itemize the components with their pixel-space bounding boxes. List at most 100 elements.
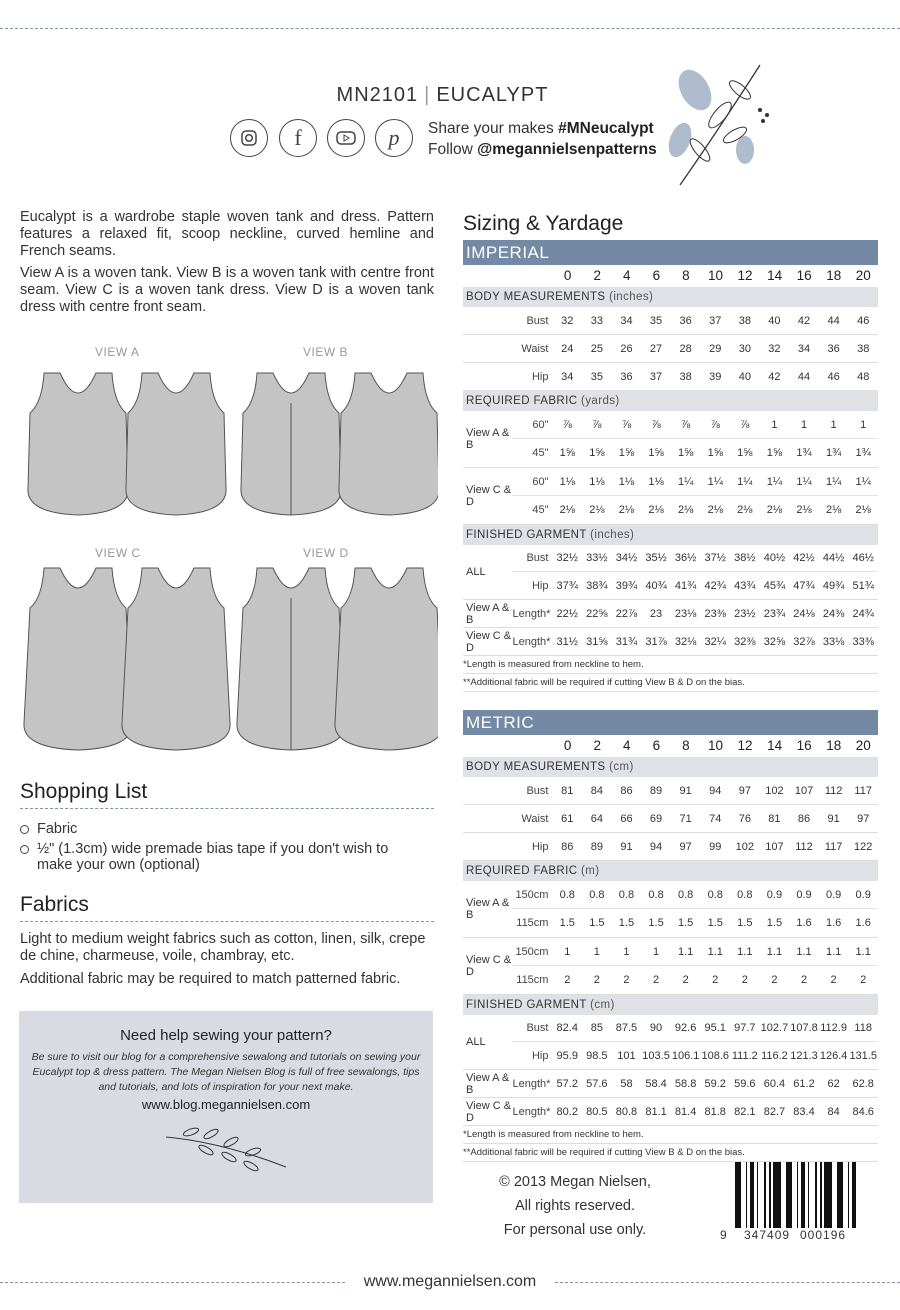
table-cell: 31½ — [556, 635, 578, 648]
view-b-back — [338, 372, 438, 516]
table-cell: 99 — [709, 840, 722, 853]
table-cell: 23⅜ — [704, 607, 726, 620]
barcode-bar — [801, 1162, 804, 1228]
section-title: FINISHED GARMENT — [466, 529, 587, 541]
section-unit: (inches) — [590, 529, 635, 541]
table-cell: 80.5 — [586, 1105, 608, 1118]
table-cell: 32⅞ — [793, 635, 815, 648]
blog-link[interactable]: www.blog.megannielsen.com — [141, 1097, 311, 1112]
copyright: © 2013 Megan Nielsen, All rights reserved… — [499, 1174, 651, 1238]
table-cell: 1¾ — [825, 447, 842, 459]
table-cell: 57.2 — [556, 1077, 578, 1090]
table-cell: 36 — [679, 314, 692, 327]
table-cell: 1.5 — [707, 917, 723, 929]
table-cell: 38 — [857, 342, 870, 355]
table-cell: 30 — [738, 342, 751, 355]
row-group: Hip 34 35 36 37 38 39 40 42 44 46 48 — [463, 363, 878, 391]
size-label: 20 — [855, 738, 871, 753]
table-cell: 1¼ — [796, 475, 812, 488]
table-cell: 92.6 — [674, 1022, 697, 1034]
size-label: 12 — [737, 268, 753, 283]
table-cell: 45¾ — [763, 579, 786, 592]
group-rows: Length* 22½ 22⅝ 22⅞ 23 23⅛ 23⅜ 23½ 23¾ 24⅛ 24⅜ 24¾ — [512, 600, 878, 627]
table-cell: 2⅛ — [825, 504, 842, 516]
table-cell: 1 — [593, 945, 600, 958]
table-note: **Additional fabric will be required if … — [463, 674, 878, 692]
row-label: 60" — [532, 475, 549, 488]
table-cell: 46½ — [852, 552, 874, 564]
table-row: 150cm 0.8 0.8 0.8 0.8 0.8 0.8 0.8 0.9 0.9 0.9 0.9 — [512, 881, 878, 909]
row-label: Bust — [526, 784, 549, 797]
table-cell: 95.9 — [556, 1049, 578, 1062]
table-cell: 81.4 — [674, 1105, 697, 1118]
section-title: BODY MEASUREMENTS — [466, 291, 606, 303]
table-note: *Length is measured from neckline to hem… — [463, 1126, 878, 1144]
table-cell: 34 — [620, 314, 633, 327]
table-cell: 62 — [827, 1077, 840, 1090]
size-label: 18 — [826, 738, 842, 753]
table-row: 45" 1⅝ 1⅝ 1⅝ 1⅝ 1⅝ 1⅝ 1⅝ 1⅝ 1¾ 1¾ 1¾ — [512, 439, 878, 467]
table-cell: 36 — [827, 342, 840, 355]
table-cell: 42¾ — [704, 579, 726, 592]
table-cell: 2 — [771, 974, 778, 986]
barcode-bar — [778, 1162, 781, 1228]
table-cell: 2⅛ — [677, 504, 694, 516]
youtube-icon[interactable] — [327, 119, 365, 157]
table-cell: 46 — [827, 370, 840, 383]
table-cell: 0.8 — [618, 888, 635, 901]
table-cell: 1 — [860, 418, 867, 431]
table-cell: 37½ — [704, 552, 726, 564]
footer-url[interactable]: www.megannielsen.com — [0, 1273, 900, 1291]
table-cell: 2⅛ — [618, 504, 635, 516]
table-cell: 116.2 — [761, 1049, 788, 1062]
group-rows: Length* 57.2 57.6 58 58.4 58.8 59.2 59.6 60.4 61.… — [512, 1070, 878, 1097]
table-title: METRIC — [463, 710, 878, 735]
table-row: Hip 95.9 98.5 101 103.5 106.1 108.6 111.2 116.2 1… — [512, 1042, 878, 1069]
group-rows: Hip 86 89 91 94 97 99 102 107 112 117 122 — [512, 833, 878, 860]
bottom-dashed-border — [555, 1282, 900, 1283]
fabrics-heading: Fabrics — [20, 893, 89, 916]
table-row: 115cm 2 2 2 2 2 2 2 2 2 2 2 — [512, 966, 878, 994]
table-cell: 97 — [857, 812, 870, 825]
group-label — [463, 805, 512, 832]
size-label: 10 — [707, 268, 723, 283]
garment-illustrations — [23, 372, 438, 751]
facebook-icon[interactable]: f — [279, 119, 317, 157]
table-cell: 2 — [830, 974, 837, 986]
barcode-bar — [789, 1162, 792, 1228]
bullet-icon — [20, 825, 29, 834]
barcode-bar — [820, 1162, 822, 1228]
table-cell: 86 — [620, 784, 633, 797]
barcode-bar — [848, 1162, 849, 1228]
table-cell: 0.8 — [707, 888, 723, 901]
table-cell: 57.6 — [586, 1077, 608, 1090]
row-group: View C & D Length* 80.2 80.5 80.8 81.1 81.4 81.… — [463, 1098, 878, 1126]
table-cell: 25 — [590, 342, 603, 355]
table-cell: 112.9 — [820, 1022, 847, 1034]
row-group: Bust 32 33 34 35 36 37 38 40 42 44 46 — [463, 307, 878, 335]
pinterest-icon[interactable]: p — [375, 119, 413, 157]
table-cell: 1⅝ — [618, 447, 635, 459]
spacer — [463, 735, 553, 757]
table-cell: 86 — [561, 840, 574, 853]
table-row: Bust 81 84 86 89 91 94 97 102 107 112 117 — [512, 777, 878, 804]
instagram-icon[interactable] — [230, 119, 268, 157]
table-cell: 81 — [768, 812, 781, 825]
table-cell: 22⅝ — [586, 607, 608, 620]
row-group: View A & B 60" ⅞ ⅞ ⅞ ⅞ ⅞ ⅞ ⅞ 1 1 1 1 45" 1⅝ 1⅝ 1⅝ 1⅝ 1⅝ 1⅝ 1… — [463, 411, 878, 468]
table-cell: 44 — [827, 314, 840, 327]
view-c-back — [121, 567, 231, 751]
table-cell: 1.6 — [855, 917, 871, 929]
size-label: 6 — [652, 268, 661, 283]
table-cell: 1⅛ — [589, 475, 605, 488]
group-label: ALL — [466, 566, 486, 578]
group-label — [463, 777, 512, 804]
table-cell: 2 — [623, 974, 630, 986]
table-cell: 39 — [709, 370, 722, 383]
group-rows: Bust 32½ 33½ 34½ 35½ 36½ 37½ 38½ 40½ 42½ 44½ 46½ Hip… — [512, 545, 878, 599]
table-cell: 1 — [800, 418, 808, 431]
table-cell: 2 — [800, 974, 808, 986]
table-cell: 74 — [709, 812, 722, 825]
group-label: View C & D — [466, 954, 512, 978]
sizing-tables: IMPERIAL 0 2 4 6 8 10 12 14 16 18 20 BODY MEASUREMEN… — [463, 240, 878, 1162]
